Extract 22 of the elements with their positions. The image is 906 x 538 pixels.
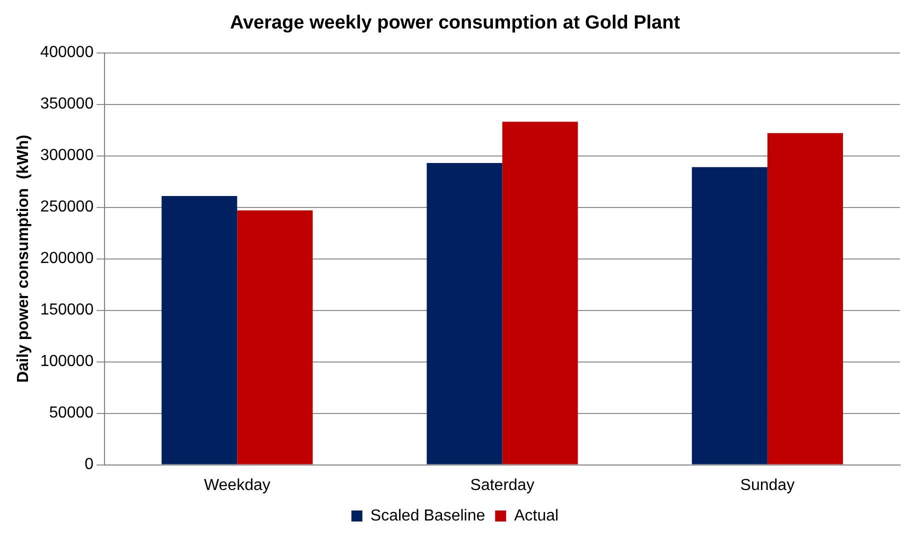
y-tick-label: 0: [84, 456, 94, 474]
bar: [692, 167, 768, 464]
y-tick-label: 250000: [40, 198, 94, 216]
y-tick-label: 200000: [40, 250, 94, 268]
y-tick-label: 350000: [40, 96, 94, 113]
chart-title: Average weekly power consumption at Gold Plant: [230, 12, 681, 34]
bar: [426, 163, 502, 464]
bar: [767, 133, 843, 464]
y-tick-label: 300000: [40, 147, 94, 164]
y-tick-label: 100000: [40, 353, 94, 370]
x-tick-label: Saterday: [470, 476, 534, 494]
y-tick-label: 50000: [49, 404, 94, 422]
y-tick-label: 150000: [40, 302, 94, 319]
x-tick-label: Sunday: [740, 476, 795, 494]
y-axis-title: Daily power consumption (kWh): [15, 134, 32, 383]
bar: [237, 210, 313, 464]
bar: [502, 122, 578, 464]
x-tick-label: Weekday: [204, 476, 270, 494]
y-tick-label: 400000: [40, 44, 94, 62]
bar: [162, 196, 238, 464]
legend-label: Actual: [514, 507, 559, 524]
legend-label: Scaled Baseline: [370, 507, 486, 524]
